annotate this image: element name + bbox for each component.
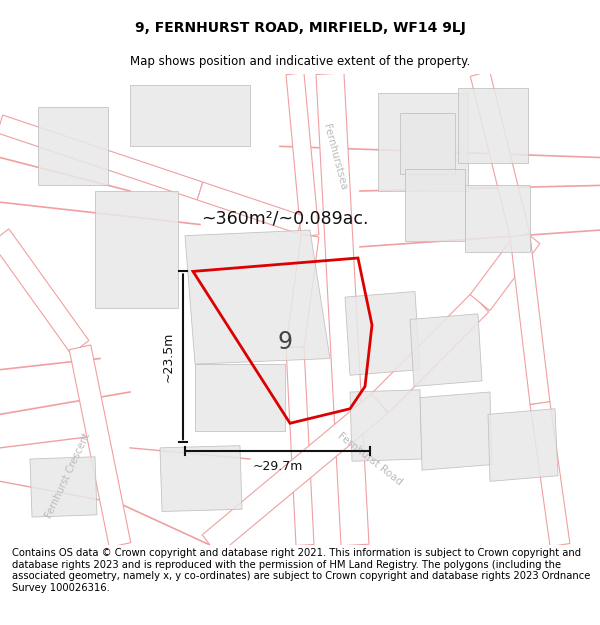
Polygon shape <box>286 347 314 546</box>
Polygon shape <box>130 85 250 146</box>
Polygon shape <box>371 293 488 413</box>
Text: ~360m²/~0.089ac.: ~360m²/~0.089ac. <box>201 210 369 228</box>
Polygon shape <box>195 364 285 431</box>
Polygon shape <box>510 234 550 404</box>
Polygon shape <box>286 73 319 237</box>
Polygon shape <box>0 115 203 200</box>
Polygon shape <box>202 393 388 555</box>
Text: 9, FERNHURST ROAD, MIRFIELD, WF14 9LJ: 9, FERNHURST ROAD, MIRFIELD, WF14 9LJ <box>134 21 466 35</box>
Polygon shape <box>185 230 330 364</box>
Polygon shape <box>0 229 89 354</box>
Text: Map shows position and indicative extent of the property.: Map shows position and indicative extent… <box>130 55 470 68</box>
Polygon shape <box>345 291 420 375</box>
Polygon shape <box>197 182 303 234</box>
Polygon shape <box>530 402 570 546</box>
Polygon shape <box>465 186 530 253</box>
Text: ~23.5m: ~23.5m <box>161 332 175 382</box>
Polygon shape <box>470 228 540 311</box>
Polygon shape <box>30 457 97 517</box>
Text: Fernhurst Crescent: Fernhurst Crescent <box>44 431 92 520</box>
Polygon shape <box>69 345 131 548</box>
Polygon shape <box>488 409 558 481</box>
Polygon shape <box>410 314 482 386</box>
Polygon shape <box>38 107 108 186</box>
Text: Fernhurstsea: Fernhurstsea <box>322 123 349 192</box>
Polygon shape <box>400 113 455 174</box>
Polygon shape <box>286 234 319 349</box>
Polygon shape <box>316 73 369 546</box>
Polygon shape <box>470 71 530 238</box>
Text: 9: 9 <box>277 330 293 354</box>
Polygon shape <box>458 88 528 163</box>
Polygon shape <box>95 191 178 308</box>
Text: Contains OS data © Crown copyright and database right 2021. This information is : Contains OS data © Crown copyright and d… <box>12 548 590 593</box>
Polygon shape <box>405 169 465 241</box>
Text: ~29.7m: ~29.7m <box>253 461 302 473</box>
Polygon shape <box>160 446 242 511</box>
Text: Fernhurst Road: Fernhurst Road <box>336 431 404 488</box>
Polygon shape <box>350 390 422 461</box>
Polygon shape <box>378 92 468 191</box>
Polygon shape <box>420 392 492 470</box>
